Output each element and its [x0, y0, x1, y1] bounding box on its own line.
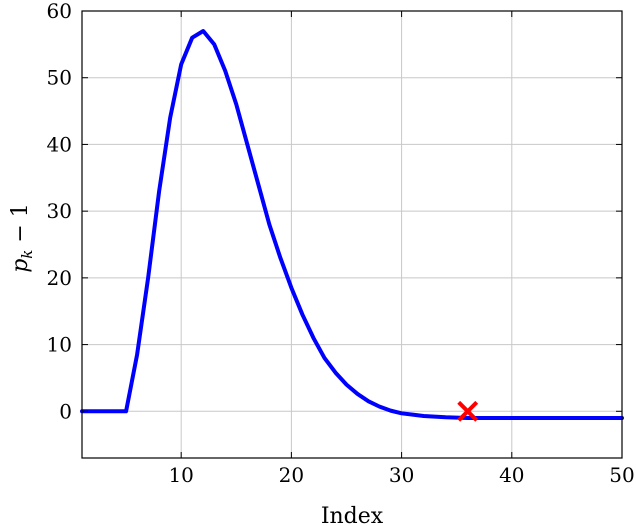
y-tick-label: 20 [47, 266, 72, 290]
marker-layer [457, 400, 479, 422]
x-tick-label: 20 [279, 463, 304, 487]
y-tick-label: 40 [47, 132, 72, 156]
series-line [80, 29, 624, 420]
x-marker-stroke-2 [457, 400, 479, 422]
plot-background [82, 11, 622, 458]
y-tick-label: 0 [59, 399, 72, 423]
y-tick-label: 50 [47, 66, 72, 90]
x-axis-label: Index [321, 504, 384, 526]
y-tick-label: 30 [47, 199, 72, 223]
y-tick-label: 60 [47, 0, 72, 23]
y-tick-label: 10 [47, 333, 72, 357]
x-tick-label: 10 [168, 463, 193, 487]
grid-lines [82, 10, 623, 458]
plot-frame [81, 10, 623, 459]
y-axis-label-var: p [8, 259, 33, 273]
x-tick-label: 30 [389, 463, 414, 487]
y-axis-label-rest: − 1 [8, 203, 33, 249]
x-tick-label: 50 [609, 463, 634, 487]
y-axis-label-sub: k [18, 250, 36, 259]
series-layer [80, 29, 624, 420]
y-axis-label: pk − 1 [8, 203, 36, 273]
x-tick-label: 40 [499, 463, 524, 487]
axis-ticks: 10 20 30 40 50 0 10 20 30 40 50 60 [47, 0, 635, 487]
